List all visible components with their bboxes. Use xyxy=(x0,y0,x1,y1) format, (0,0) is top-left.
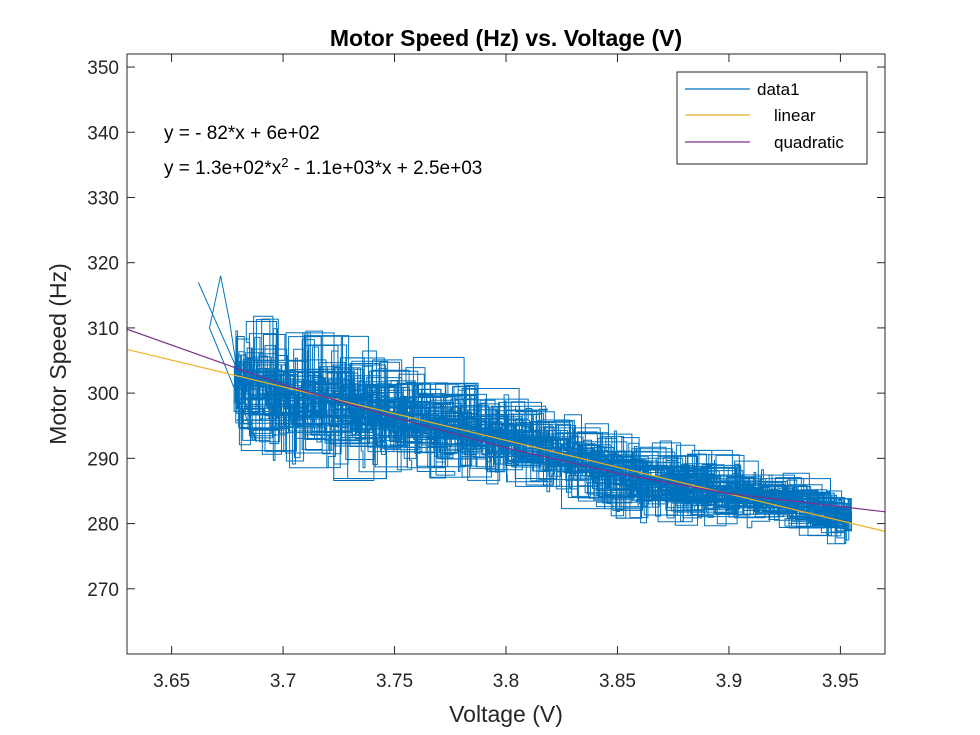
equation-2: y = 1.3e+02*x2 - 1.1e+03*x + 2.5e+03 xyxy=(164,155,482,180)
equation-1: y = - 82*x + 6e+02 xyxy=(164,123,320,144)
x-tick-label: 3.95 xyxy=(822,671,859,692)
legend-label-quadratic: quadratic xyxy=(774,133,844,152)
y-tick-label: 330 xyxy=(87,188,119,209)
y-tick-label: 290 xyxy=(87,449,119,470)
series-linear-line xyxy=(127,348,885,532)
equation-superscript: 2 xyxy=(281,155,288,170)
y-tick-label: 340 xyxy=(87,123,119,144)
x-tick-label: 3.8 xyxy=(493,671,519,692)
legend-label-linear: linear xyxy=(774,106,816,125)
y-axis-title: Motor Speed (Hz) xyxy=(45,263,71,445)
legend-label-data1: data1 xyxy=(757,80,800,99)
equation-part: - 1.1e+03*x + 2.5e+03 xyxy=(289,158,483,179)
equation-part: y = - 82*x + 6e+02 xyxy=(164,123,320,144)
tick-layer: 3.65 3.7 3.75 3.8 3.85 3.9 3.95 270 280 290 300 310… xyxy=(87,54,885,692)
x-tick-label: 3.75 xyxy=(376,671,413,692)
equation-part: y = 1.3e+02*x xyxy=(164,158,282,179)
y-tick-label: 280 xyxy=(87,515,119,536)
y-tick-label: 320 xyxy=(87,254,119,275)
series-layer xyxy=(127,275,885,545)
y-tick-label: 350 xyxy=(87,58,119,79)
legend-box xyxy=(676,71,868,165)
legend: data1 linear quadratic xyxy=(676,71,868,165)
x-tick-label: 3.85 xyxy=(599,671,636,692)
y-tick-label: 310 xyxy=(87,319,119,340)
y-tick-label: 270 xyxy=(87,580,119,601)
x-tick-label: 3.7 xyxy=(270,671,296,692)
series-data1-line xyxy=(197,275,853,545)
x-axis-title: Voltage (V) xyxy=(449,701,563,727)
chart-title: Motor Speed (Hz) vs. Voltage (V) xyxy=(330,25,682,51)
equation-annotations: y = - 82*x + 6e+02 y = 1.3e+02*x2 - 1.1e+… xyxy=(164,123,482,179)
x-tick-label: 3.9 xyxy=(716,671,742,692)
y-tick-label: 300 xyxy=(87,384,119,405)
x-tick-label: 3.65 xyxy=(153,671,190,692)
series-quadratic-line xyxy=(127,328,885,513)
